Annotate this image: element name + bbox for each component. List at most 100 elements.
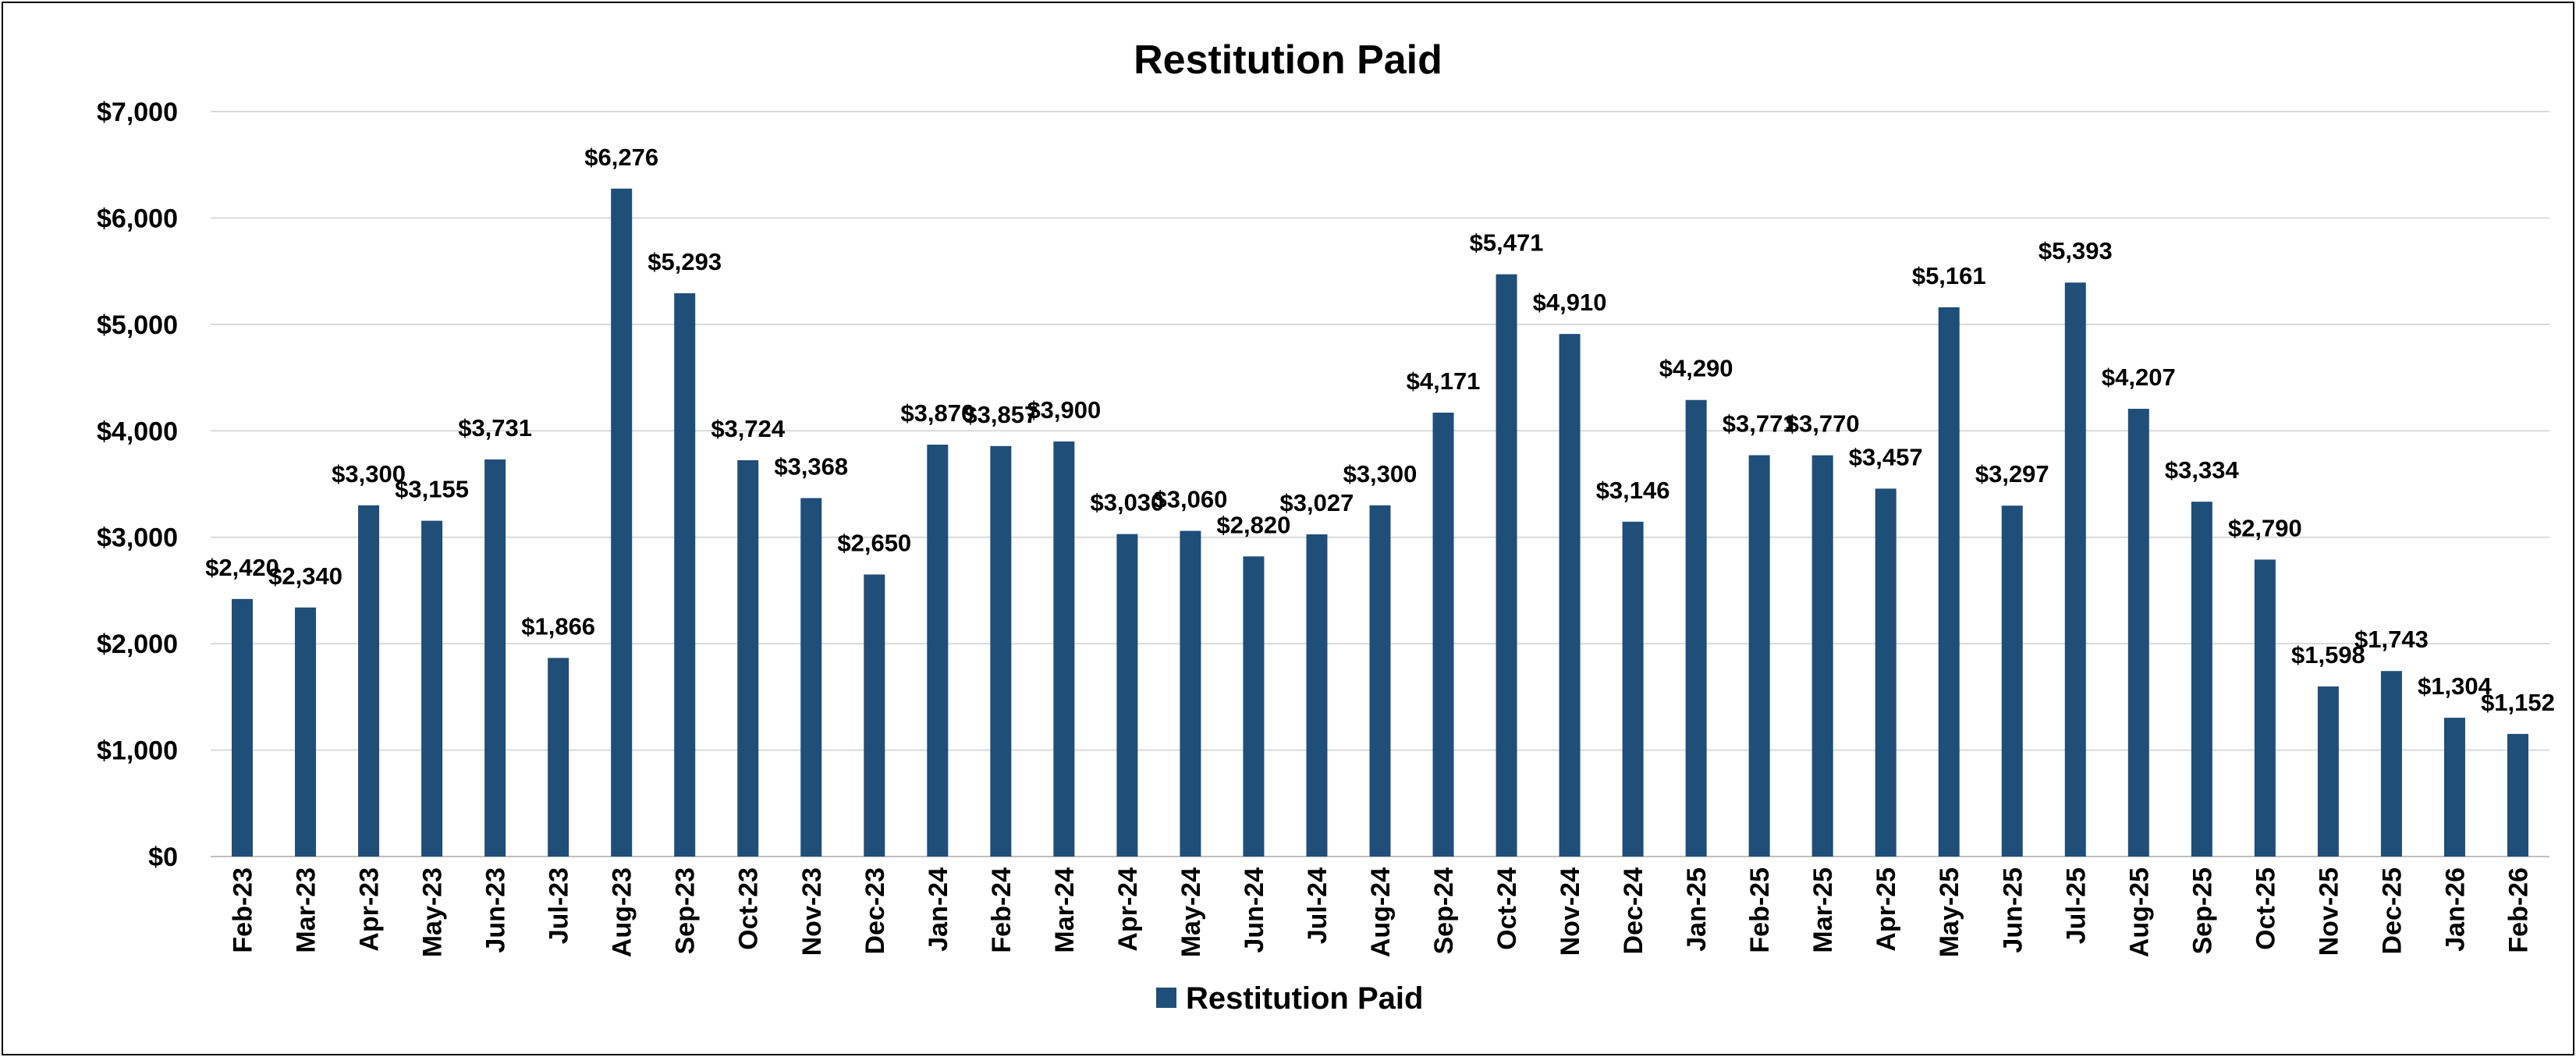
bar [1306, 534, 1328, 857]
data-label: $2,790 [2228, 514, 2302, 541]
x-tick-label: Nov-23 [797, 867, 827, 956]
data-label: $1,743 [2354, 626, 2429, 653]
bar [295, 607, 317, 857]
data-label: $1,152 [2481, 689, 2555, 716]
bars [232, 188, 2528, 857]
legend-swatch [1156, 988, 1176, 1008]
data-label: $3,155 [395, 476, 469, 503]
bar [1811, 455, 1833, 857]
data-label: $2,420 [205, 554, 279, 581]
data-label: $3,731 [458, 414, 532, 442]
bar [1496, 274, 1517, 857]
bar [2064, 282, 2086, 857]
bar [1432, 412, 1454, 857]
bar [1559, 334, 1581, 857]
bar [1243, 556, 1265, 857]
bar [1875, 488, 1897, 857]
y-tick-label: $5,000 [97, 310, 178, 340]
x-tick-label: Jul-25 [2061, 867, 2091, 944]
bar [611, 188, 633, 857]
bar [548, 658, 569, 857]
data-label: $3,300 [1343, 460, 1418, 488]
x-tick-label: Apr-24 [1113, 867, 1143, 952]
y-tick-label: $1,000 [97, 736, 178, 766]
x-tick-label: Feb-25 [1745, 867, 1775, 953]
x-tick-label: Oct-24 [1492, 867, 1522, 950]
bar [2507, 733, 2528, 857]
bar [1116, 534, 1138, 857]
bar [232, 598, 254, 857]
x-tick-label: Apr-23 [355, 867, 385, 952]
data-label: $5,393 [2038, 237, 2113, 264]
x-tick-label: Sep-23 [671, 867, 701, 955]
bar [800, 498, 822, 857]
y-tick-label: $4,000 [97, 417, 178, 446]
data-label: $3,368 [774, 453, 848, 481]
x-tick-label: Feb-23 [229, 867, 258, 953]
data-label: $1,304 [2418, 672, 2493, 700]
bar [484, 459, 506, 857]
data-label: $3,870 [900, 399, 974, 427]
data-label: $4,910 [1533, 289, 1607, 316]
bar [1180, 530, 1201, 857]
data-label: $3,300 [332, 460, 406, 488]
x-tick-label: Aug-24 [1366, 867, 1396, 957]
bar [1938, 307, 1960, 857]
data-label: $3,724 [711, 415, 786, 442]
y-tick-label: $0 [148, 842, 178, 872]
data-label: $2,340 [268, 562, 342, 590]
data-label: $3,457 [1849, 443, 1923, 470]
data-label: $4,207 [2102, 364, 2176, 391]
data-label: $3,334 [2165, 456, 2240, 484]
x-tick-label: Jun-25 [1998, 867, 2028, 953]
data-label: $3,770 [1786, 410, 1860, 438]
bar [2317, 686, 2339, 857]
y-tick-label: $3,000 [97, 523, 178, 553]
bar [2254, 559, 2276, 857]
x-tick-label: Nov-25 [2314, 867, 2344, 956]
x-tick-label: Sep-24 [1429, 867, 1459, 955]
x-tick-label: Dec-23 [860, 867, 890, 955]
x-tick-label: Dec-24 [1619, 867, 1648, 955]
data-label: $5,161 [1912, 262, 1986, 289]
data-label: $2,820 [1217, 511, 1291, 538]
data-label: $5,471 [1470, 229, 1544, 257]
data-label: $4,290 [1659, 355, 1733, 382]
bar [927, 445, 949, 857]
data-label: $3,027 [1280, 489, 1354, 516]
x-tick-label: Jun-23 [481, 867, 511, 953]
legend-label: Restitution Paid [1186, 981, 1423, 1016]
data-label: $3,297 [1975, 460, 2049, 488]
bar [990, 445, 1012, 857]
x-tick-label: Oct-25 [2251, 867, 2280, 950]
data-label: $6,276 [584, 144, 658, 171]
data-label: $3,060 [1154, 486, 1228, 513]
data-label: $4,171 [1407, 367, 1481, 395]
x-tick-label: Feb-26 [2503, 867, 2533, 953]
data-label: $2,650 [837, 529, 911, 556]
data-label: $3,771 [1723, 410, 1797, 438]
x-tick-label: Mar-23 [292, 867, 321, 953]
bar [2001, 505, 2023, 857]
x-tick-label: Jul-23 [545, 867, 574, 944]
bar [1369, 505, 1391, 857]
x-tick-label: Jul-24 [1303, 867, 1332, 944]
bar [1748, 455, 1770, 857]
bar [737, 459, 759, 857]
bar [421, 520, 443, 857]
bar [864, 574, 885, 857]
y-axis-tick-labels: $0 $1,000 $2,000 $3,000 $4,000 $5,000 $6,000 $7… [97, 98, 178, 872]
data-label: $1,598 [2291, 641, 2365, 669]
data-labels: $2,420$2,340$3,300$3,155$3,731$1,866$6,2… [205, 144, 2555, 716]
bar [2191, 502, 2212, 857]
data-label: $1,866 [521, 612, 595, 640]
data-label: $5,293 [648, 248, 722, 275]
data-label: $3,857 [963, 401, 1038, 428]
x-tick-label: Mar-24 [1050, 867, 1080, 953]
x-tick-label: Jan-25 [1682, 867, 1712, 952]
x-tick-label: Aug-23 [608, 867, 637, 957]
x-tick-label: Jun-24 [1240, 867, 1269, 953]
x-tick-label: May-25 [1935, 867, 1964, 957]
bar [1622, 521, 1644, 857]
